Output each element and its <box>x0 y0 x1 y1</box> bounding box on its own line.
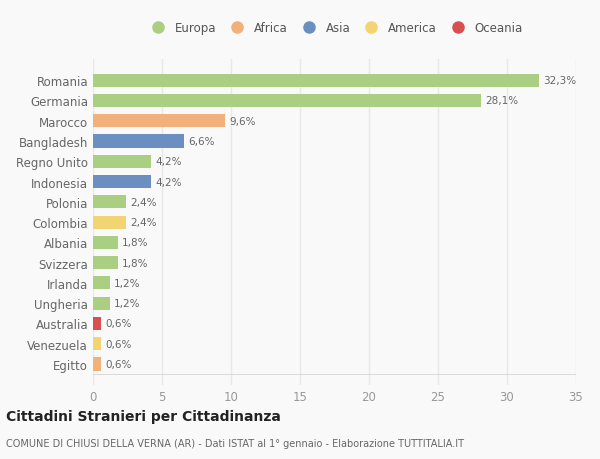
Text: 0,6%: 0,6% <box>106 359 132 369</box>
Text: 9,6%: 9,6% <box>230 117 256 127</box>
Text: 32,3%: 32,3% <box>543 76 576 86</box>
Bar <box>93 216 126 229</box>
Bar <box>93 135 184 148</box>
Bar <box>93 196 126 209</box>
Bar <box>93 317 101 330</box>
Bar <box>93 257 118 269</box>
Text: 0,6%: 0,6% <box>106 319 132 329</box>
Text: 2,4%: 2,4% <box>130 197 157 207</box>
Text: 4,2%: 4,2% <box>155 157 182 167</box>
Text: Cittadini Stranieri per Cittadinanza: Cittadini Stranieri per Cittadinanza <box>6 409 281 423</box>
Text: 28,1%: 28,1% <box>485 96 518 106</box>
Text: 6,6%: 6,6% <box>188 137 215 147</box>
Bar <box>93 115 226 128</box>
Text: 1,8%: 1,8% <box>122 258 148 268</box>
Text: 1,2%: 1,2% <box>114 298 140 308</box>
Bar <box>93 358 101 371</box>
Text: 1,8%: 1,8% <box>122 238 148 248</box>
Bar <box>93 236 118 249</box>
Text: 4,2%: 4,2% <box>155 177 182 187</box>
Bar <box>93 277 110 290</box>
Text: 0,6%: 0,6% <box>106 339 132 349</box>
Bar <box>93 337 101 351</box>
Text: COMUNE DI CHIUSI DELLA VERNA (AR) - Dati ISTAT al 1° gennaio - Elaborazione TUTT: COMUNE DI CHIUSI DELLA VERNA (AR) - Dati… <box>6 438 464 448</box>
Bar <box>93 156 151 168</box>
Bar <box>93 95 481 108</box>
Bar <box>93 74 539 88</box>
Bar <box>93 297 110 310</box>
Legend: Europa, Africa, Asia, America, Oceania: Europa, Africa, Asia, America, Oceania <box>144 20 525 38</box>
Text: 2,4%: 2,4% <box>130 218 157 228</box>
Bar <box>93 176 151 189</box>
Text: 1,2%: 1,2% <box>114 278 140 288</box>
